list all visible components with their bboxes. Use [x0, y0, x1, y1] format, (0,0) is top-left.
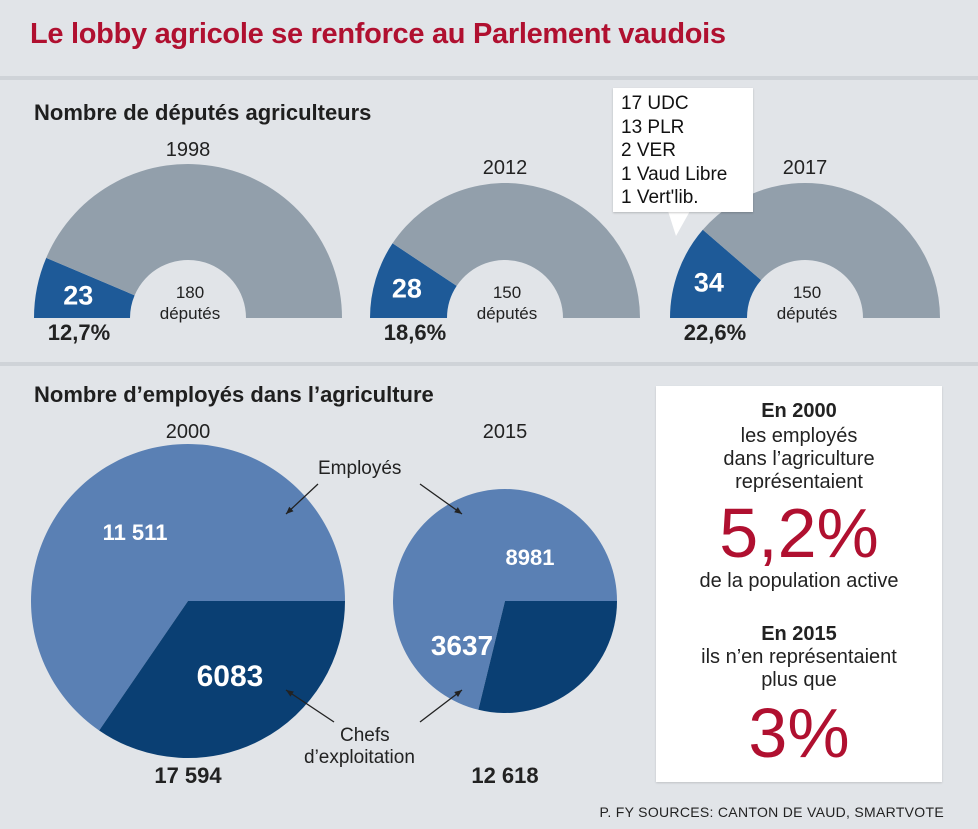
info-line: les employés — [656, 425, 942, 448]
info-pct-2015: 3% — [656, 698, 942, 768]
source-credit: P. FY SOURCES: CANTON DE VAUD, SMARTVOTE — [600, 804, 944, 820]
info-line: représentaient — [656, 471, 942, 494]
info-box: En 2000 les employés dans l’agriculture … — [656, 386, 942, 782]
label-chefs-line1: Chefs — [340, 724, 390, 748]
info-year-2000: En 2000 — [656, 400, 942, 423]
pie-employes-label-2015: 8981 — [506, 545, 555, 570]
info-line: plus que — [656, 669, 942, 692]
pct-label-2012: 18,6% — [384, 320, 446, 345]
callout-line: 1 Vert'lib. — [621, 186, 753, 210]
callout-line: 1 Vaud Libre — [621, 163, 753, 187]
callout-line: 17 UDC — [621, 92, 753, 116]
label-chefs-line2: d’exploitation — [304, 747, 415, 769]
total-count-2017: 150 — [793, 283, 821, 302]
info-year-2015: En 2015 — [656, 623, 942, 646]
label-chefs: Chefs — [340, 724, 390, 748]
farmers-count-2012: 28 — [392, 273, 422, 303]
pie-chefs-label-2000: 6083 — [197, 660, 264, 693]
year-label-1998: 1998 — [166, 139, 211, 161]
year-label-2012: 2012 — [483, 157, 528, 179]
total-unit-2017: députés — [777, 304, 838, 323]
farmers-count-1998: 23 — [63, 281, 93, 311]
farmers-count-2017: 34 — [694, 267, 724, 297]
pie-total-2015: 12 618 — [471, 763, 538, 788]
pie-year-2015: 2015 — [483, 421, 528, 443]
pie-employes-label-2000: 11 511 — [103, 520, 168, 545]
callout-line: 13 PLR — [621, 116, 753, 140]
pie-chefs-label-2015: 3637 — [431, 630, 493, 661]
info-line: ils n’en représentaient — [656, 646, 942, 669]
total-count-2012: 150 — [493, 283, 521, 302]
pie-year-2000: 2000 — [166, 421, 211, 443]
total-count-1998: 180 — [176, 283, 204, 302]
callout-2017-parties: 17 UDC 13 PLR 2 VER 1 Vaud Libre 1 Vert'… — [613, 88, 753, 212]
label-employes: Employés — [318, 458, 401, 480]
info-line: de la population active — [656, 570, 942, 593]
pct-label-1998: 12,7% — [48, 320, 110, 345]
callout-line: 2 VER — [621, 139, 753, 163]
pie-total-2000: 17 594 — [154, 763, 222, 788]
info-line: dans l’agriculture — [656, 448, 942, 471]
callout-pointer — [668, 211, 690, 236]
total-unit-2012: députés — [477, 304, 538, 323]
info-pct-2000: 5,2% — [656, 498, 942, 568]
year-label-2017: 2017 — [783, 157, 828, 179]
total-unit-1998: députés — [160, 304, 221, 323]
pct-label-2017: 22,6% — [684, 320, 746, 345]
arrow-chefs-2015 — [420, 690, 462, 722]
